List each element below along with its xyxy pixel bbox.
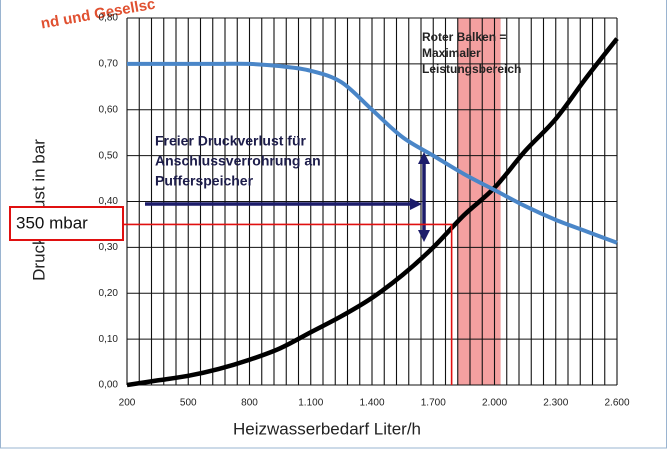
band-label: Leistungsbereich: [422, 62, 521, 76]
x-tick-label: 1.700: [421, 398, 446, 409]
x-tick-label: 500: [180, 398, 197, 409]
y-tick-label: 0,00: [99, 380, 119, 391]
y-tick-label: 0,50: [99, 150, 119, 161]
arrow-head: [410, 198, 422, 210]
y-tick-label: 0,70: [99, 59, 119, 70]
x-tick-label: 1.400: [359, 398, 384, 409]
x-axis-label: Heizwasserbedarf Liter/h: [233, 419, 421, 438]
arrow-head: [418, 230, 430, 242]
y-tick-label: 0,30: [99, 242, 119, 253]
band-label: Roter Balken =: [422, 30, 506, 44]
series-line: [126, 37, 619, 388]
annotation: Freier Druckverlust für Anschlussverrohru…: [155, 133, 321, 189]
y-tick-label: 0,80: [99, 13, 119, 24]
y-tick-label: 0,10: [99, 334, 119, 345]
marker-line: [123, 223, 453, 385]
annotation-line: Freier Druckverlust für: [155, 133, 306, 149]
y-tick-label: 0,60: [99, 104, 119, 115]
band-label: Maximaler: [422, 46, 481, 60]
marker-box: [9, 206, 124, 241]
arrow-head: [418, 152, 430, 164]
series-line: [127, 61, 618, 245]
x-tick-label: 1.100: [298, 398, 323, 409]
x-tick-label: 2.000: [482, 398, 507, 409]
y-tick-label: 0,20: [99, 288, 119, 299]
x-tick-label: 800: [241, 398, 258, 409]
annotation-line: Pufferspeicher: [155, 173, 254, 189]
x-tick-label: 2.600: [604, 398, 629, 409]
annotation-line: Anschlussverrohrung an: [155, 153, 321, 169]
x-tick-label: 200: [119, 398, 136, 409]
grid: [126, 17, 618, 386]
y-tick-label: 0,40: [99, 196, 119, 207]
marks: [126, 37, 619, 388]
x-tick-label: 2.300: [543, 398, 568, 409]
marker-label: 350 mbar: [16, 213, 88, 232]
